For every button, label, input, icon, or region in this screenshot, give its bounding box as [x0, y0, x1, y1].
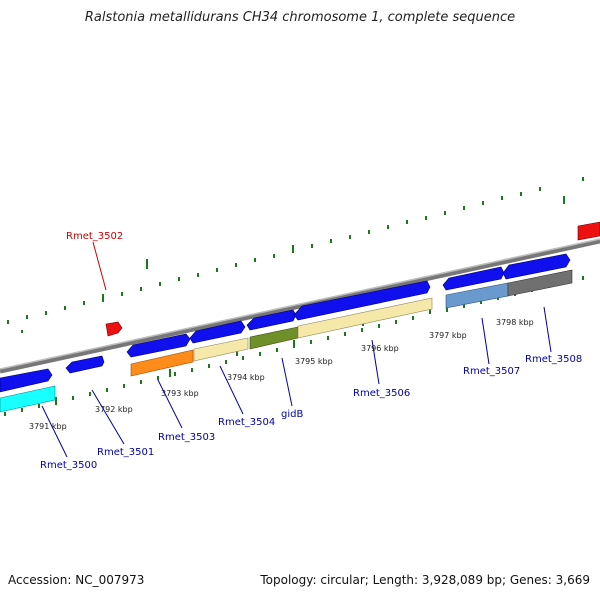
gene-label-rmet-3504[interactable]: Rmet_3504 — [218, 417, 275, 428]
gene-arrow-rmet-3504[interactable] — [189, 320, 246, 344]
rna-genes — [105, 221, 600, 337]
cog-bars — [0, 269, 573, 413]
cog-bar-rmet-3500 — [0, 385, 56, 413]
cog-bar-rmet-3504 — [193, 337, 249, 362]
tick-label-3795: 3795 kbp — [295, 357, 333, 366]
gene-arrow-rmet-3507[interactable] — [442, 266, 505, 291]
gene-arrow-rmet-3503[interactable] — [126, 333, 191, 358]
gene-arrow-rmet-3500[interactable] — [0, 368, 53, 393]
cog-bar-rmet-3503 — [130, 349, 194, 377]
gene-label-rmet-3508[interactable]: Rmet_3508 — [525, 354, 582, 365]
gene-label-gidB[interactable]: gidB — [281, 409, 303, 420]
lower-tick-track — [4, 276, 584, 416]
gene-labels: Rmet_3502 Rmet_3500 Rmet_3501 Rmet_3503 … — [40, 231, 582, 471]
gene-label-rmet-3507[interactable]: Rmet_3507 — [463, 366, 520, 377]
tick-label-3798: 3798 kbp — [496, 318, 534, 327]
gene-arrow-rmet-3502[interactable] — [105, 321, 123, 337]
accession-text: Accession: NC_007973 — [8, 573, 145, 587]
label-leaders — [41, 241, 552, 458]
gene-arrow-rmet-3508[interactable] — [502, 253, 571, 280]
forward-genes — [0, 253, 571, 393]
cog-bar-rmet-3508 — [507, 269, 573, 297]
gene-label-rmet-3500[interactable]: Rmet_3500 — [40, 460, 97, 471]
tick-label-3796: 3796 kbp — [361, 344, 399, 353]
gene-arrow-rmet-3501[interactable] — [65, 355, 105, 374]
gene-arrow-rmet-3506[interactable] — [293, 280, 431, 321]
cog-bar-gidB — [249, 326, 299, 350]
summary-text: Topology: circular; Length: 3,928,089 bp… — [260, 573, 590, 587]
upper-tick-track — [7, 177, 584, 333]
tick-label-3797: 3797 kbp — [429, 331, 467, 340]
tick-label-3793: 3793 kbp — [161, 389, 199, 398]
gene-arrow-rna-right[interactable] — [577, 221, 600, 241]
tick-label-3791: 3791 kbp — [29, 422, 67, 431]
tick-label-3792: 3792 kbp — [95, 405, 133, 414]
cog-bar-rmet-3506 — [297, 297, 433, 339]
gene-label-rmet-3501[interactable]: Rmet_3501 — [97, 447, 154, 458]
gene-label-rmet-3503[interactable]: Rmet_3503 — [158, 432, 215, 443]
gene-label-rmet-3506[interactable]: Rmet_3506 — [353, 388, 410, 399]
backbone-line — [0, 238, 600, 374]
scale-labels: 3791 kbp 3792 kbp 3793 kbp 3794 kbp 3795… — [29, 318, 534, 431]
gene-label-rmet-3502[interactable]: Rmet_3502 — [66, 231, 123, 242]
tick-label-3794: 3794 kbp — [227, 373, 265, 382]
map-title: Ralstonia metallidurans CH34 chromosome … — [84, 10, 516, 25]
gene-arrow-gidB[interactable] — [246, 309, 297, 331]
